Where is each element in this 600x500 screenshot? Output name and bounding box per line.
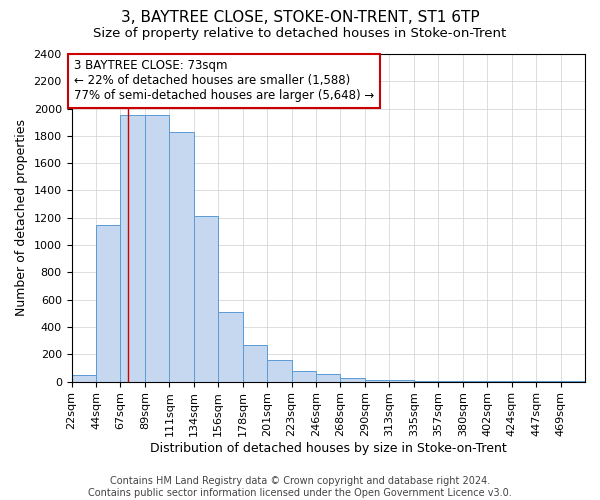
- Text: 3, BAYTREE CLOSE, STOKE-ON-TRENT, ST1 6TP: 3, BAYTREE CLOSE, STOKE-ON-TRENT, ST1 6T…: [121, 10, 479, 25]
- Bar: [96, 224, 121, 382]
- Bar: [218, 312, 242, 382]
- Bar: [316, 374, 340, 382]
- Text: Contains HM Land Registry data © Crown copyright and database right 2024.
Contai: Contains HM Land Registry data © Crown c…: [88, 476, 512, 498]
- Bar: [414, 381, 438, 382]
- Bar: [71, 375, 96, 382]
- Bar: [389, 380, 414, 382]
- Bar: [121, 116, 145, 382]
- Bar: [242, 346, 267, 382]
- Bar: [340, 378, 365, 382]
- X-axis label: Distribution of detached houses by size in Stoke-on-Trent: Distribution of detached houses by size …: [150, 442, 506, 455]
- Text: Size of property relative to detached houses in Stoke-on-Trent: Size of property relative to detached ho…: [94, 28, 506, 40]
- Bar: [365, 380, 389, 382]
- Bar: [292, 370, 316, 382]
- Bar: [267, 360, 292, 382]
- Bar: [145, 116, 169, 382]
- Text: 3 BAYTREE CLOSE: 73sqm
← 22% of detached houses are smaller (1,588)
77% of semi-: 3 BAYTREE CLOSE: 73sqm ← 22% of detached…: [74, 60, 374, 102]
- Bar: [194, 216, 218, 382]
- Bar: [169, 132, 194, 382]
- Y-axis label: Number of detached properties: Number of detached properties: [15, 120, 28, 316]
- Bar: [438, 381, 463, 382]
